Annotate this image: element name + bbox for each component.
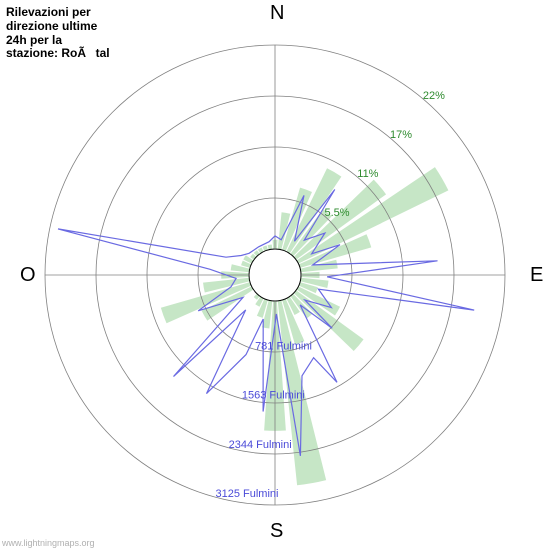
cardinal-E: E <box>530 264 543 287</box>
svg-text:2344 Fulmini: 2344 Fulmini <box>229 439 292 451</box>
cardinal-N: N <box>270 2 284 25</box>
cardinal-O: O <box>20 264 36 287</box>
footer-credit: www.lightningmaps.org <box>2 538 95 548</box>
green-bars <box>161 167 449 485</box>
polar-chart: Rilevazioni per direzione ultime 24h per… <box>0 0 550 550</box>
svg-text:1563 Fulmini: 1563 Fulmini <box>242 390 305 402</box>
svg-text:17%: 17% <box>390 129 412 141</box>
svg-text:3125 Fulmini: 3125 Fulmini <box>215 488 278 500</box>
svg-text:22%: 22% <box>423 90 445 102</box>
chart-title: Rilevazioni per direzione ultime 24h per… <box>6 6 116 61</box>
svg-text:5.5%: 5.5% <box>324 207 349 219</box>
polar-svg: 5.5% 11% 17% 22% 781 Fulmini 1563 Fulmini 2344… <box>0 0 550 550</box>
grid <box>45 45 505 505</box>
cardinal-S: S <box>270 520 283 543</box>
svg-text:11%: 11% <box>357 168 378 180</box>
svg-text:781 Fulmini: 781 Fulmini <box>255 340 312 352</box>
